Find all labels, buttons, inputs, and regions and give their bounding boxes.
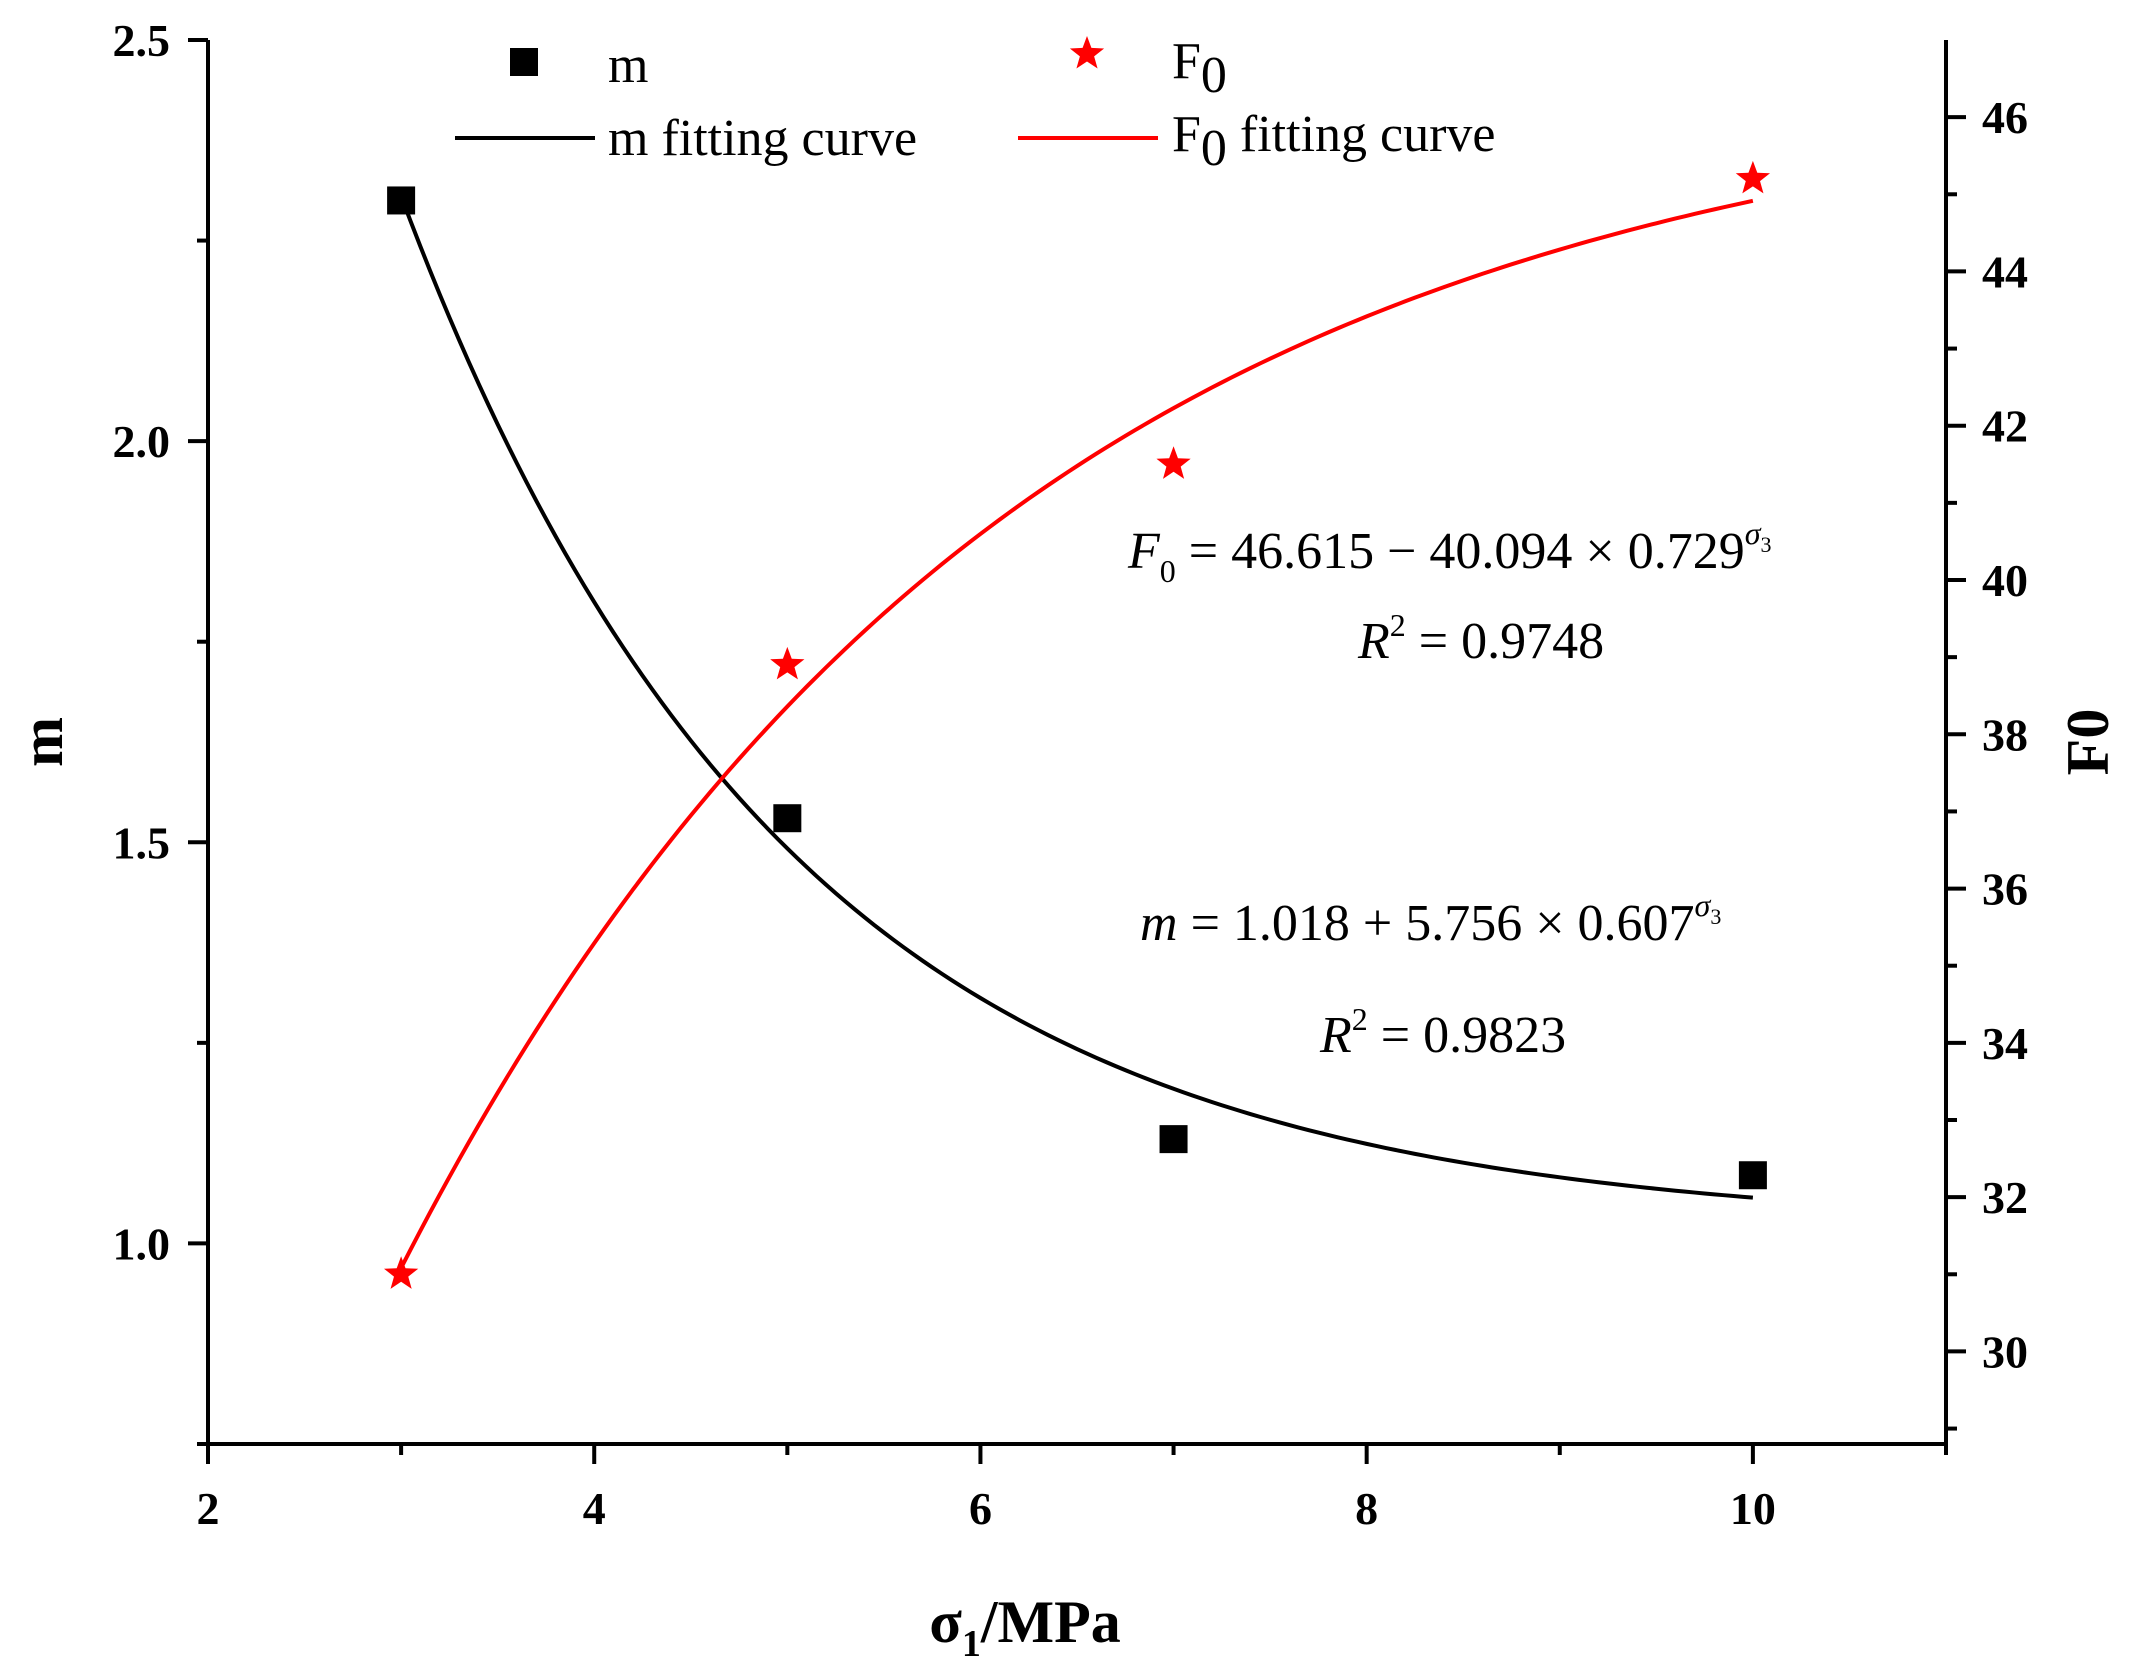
legend-m-curve-label: m fitting curve [608,110,917,167]
f0-point-0 [383,1256,419,1289]
f0-point-1 [770,646,805,680]
m-point-0 [387,186,416,215]
x-tick-label-2: 2 [197,1483,220,1534]
f0-equation: F0 = 46.615 − 40.094 × 0.729σ3 R2 = 0.97… [1127,515,1772,670]
y-right-tick-label-30: 30 [1982,1326,2028,1377]
y-left-tick-label-2-5: 2.5 [113,15,171,66]
y-right-tick-label-46: 46 [1982,92,2028,143]
y-left-tick-label-1-5: 1.5 [113,817,171,868]
f0-r2-text: R2 = 0.9748 [1357,607,1604,670]
m-point-3 [1738,1161,1767,1190]
x-tick-label-8: 8 [1355,1483,1378,1534]
f0-point-2 [1156,446,1191,479]
m-equation: m = 1.018 + 5.756 × 0.607σ3 R2 = 0.9823 [1140,887,1721,1064]
m-r2-text: R2 = 0.9823 [1319,1001,1566,1064]
y-left-tick-label-2: 2.0 [113,416,171,467]
x-tick-label-4: 4 [583,1483,606,1534]
y-right-axis-title: F0 [2055,709,2121,776]
axes [206,40,1948,1446]
x-tick-label-6: 6 [969,1483,992,1534]
y-right-tick-label-38: 38 [1982,709,2028,760]
y-left-axis-title: m [9,717,75,767]
y-right-tick-label-36: 36 [1982,864,2028,915]
y-right-tick-label-40: 40 [1982,555,2028,606]
legend-f0-curve-label: F0 fitting curve [1172,106,1496,177]
y-right-tick-label-34: 34 [1982,1018,2028,1069]
y-right-tick-label-44: 44 [1982,246,2028,297]
y-left-tick-label-1: 1.0 [113,1218,171,1269]
legend-f0-marker [1069,36,1105,69]
y-right-tick-label-32: 32 [1982,1172,2028,1223]
legend-f0-label: F0 [1172,33,1227,104]
ticks [188,38,1966,1464]
y-right-tick-label-42: 42 [1982,401,2028,452]
m-point-1 [773,804,802,833]
x-axis-title: σ1/MPa [929,1589,1121,1665]
f0-equation-text: F0 = 46.615 − 40.094 × 0.729σ3 [1127,515,1772,589]
f0-points [383,160,1771,1289]
m-fitting-curve [399,195,1754,1200]
m-points [387,186,1767,1190]
f0-fitting-curve [399,198,1754,1269]
legend-m-label: m [608,37,648,94]
x-tick-label-10: 10 [1730,1483,1776,1534]
legend: m F0 m fitting curve F0 fitting curve [455,33,1496,177]
f0-point-3 [1735,160,1771,194]
m-equation-text: m = 1.018 + 5.756 × 0.607σ3 [1140,887,1721,952]
legend-m-marker [510,48,538,76]
m-point-2 [1159,1125,1188,1154]
